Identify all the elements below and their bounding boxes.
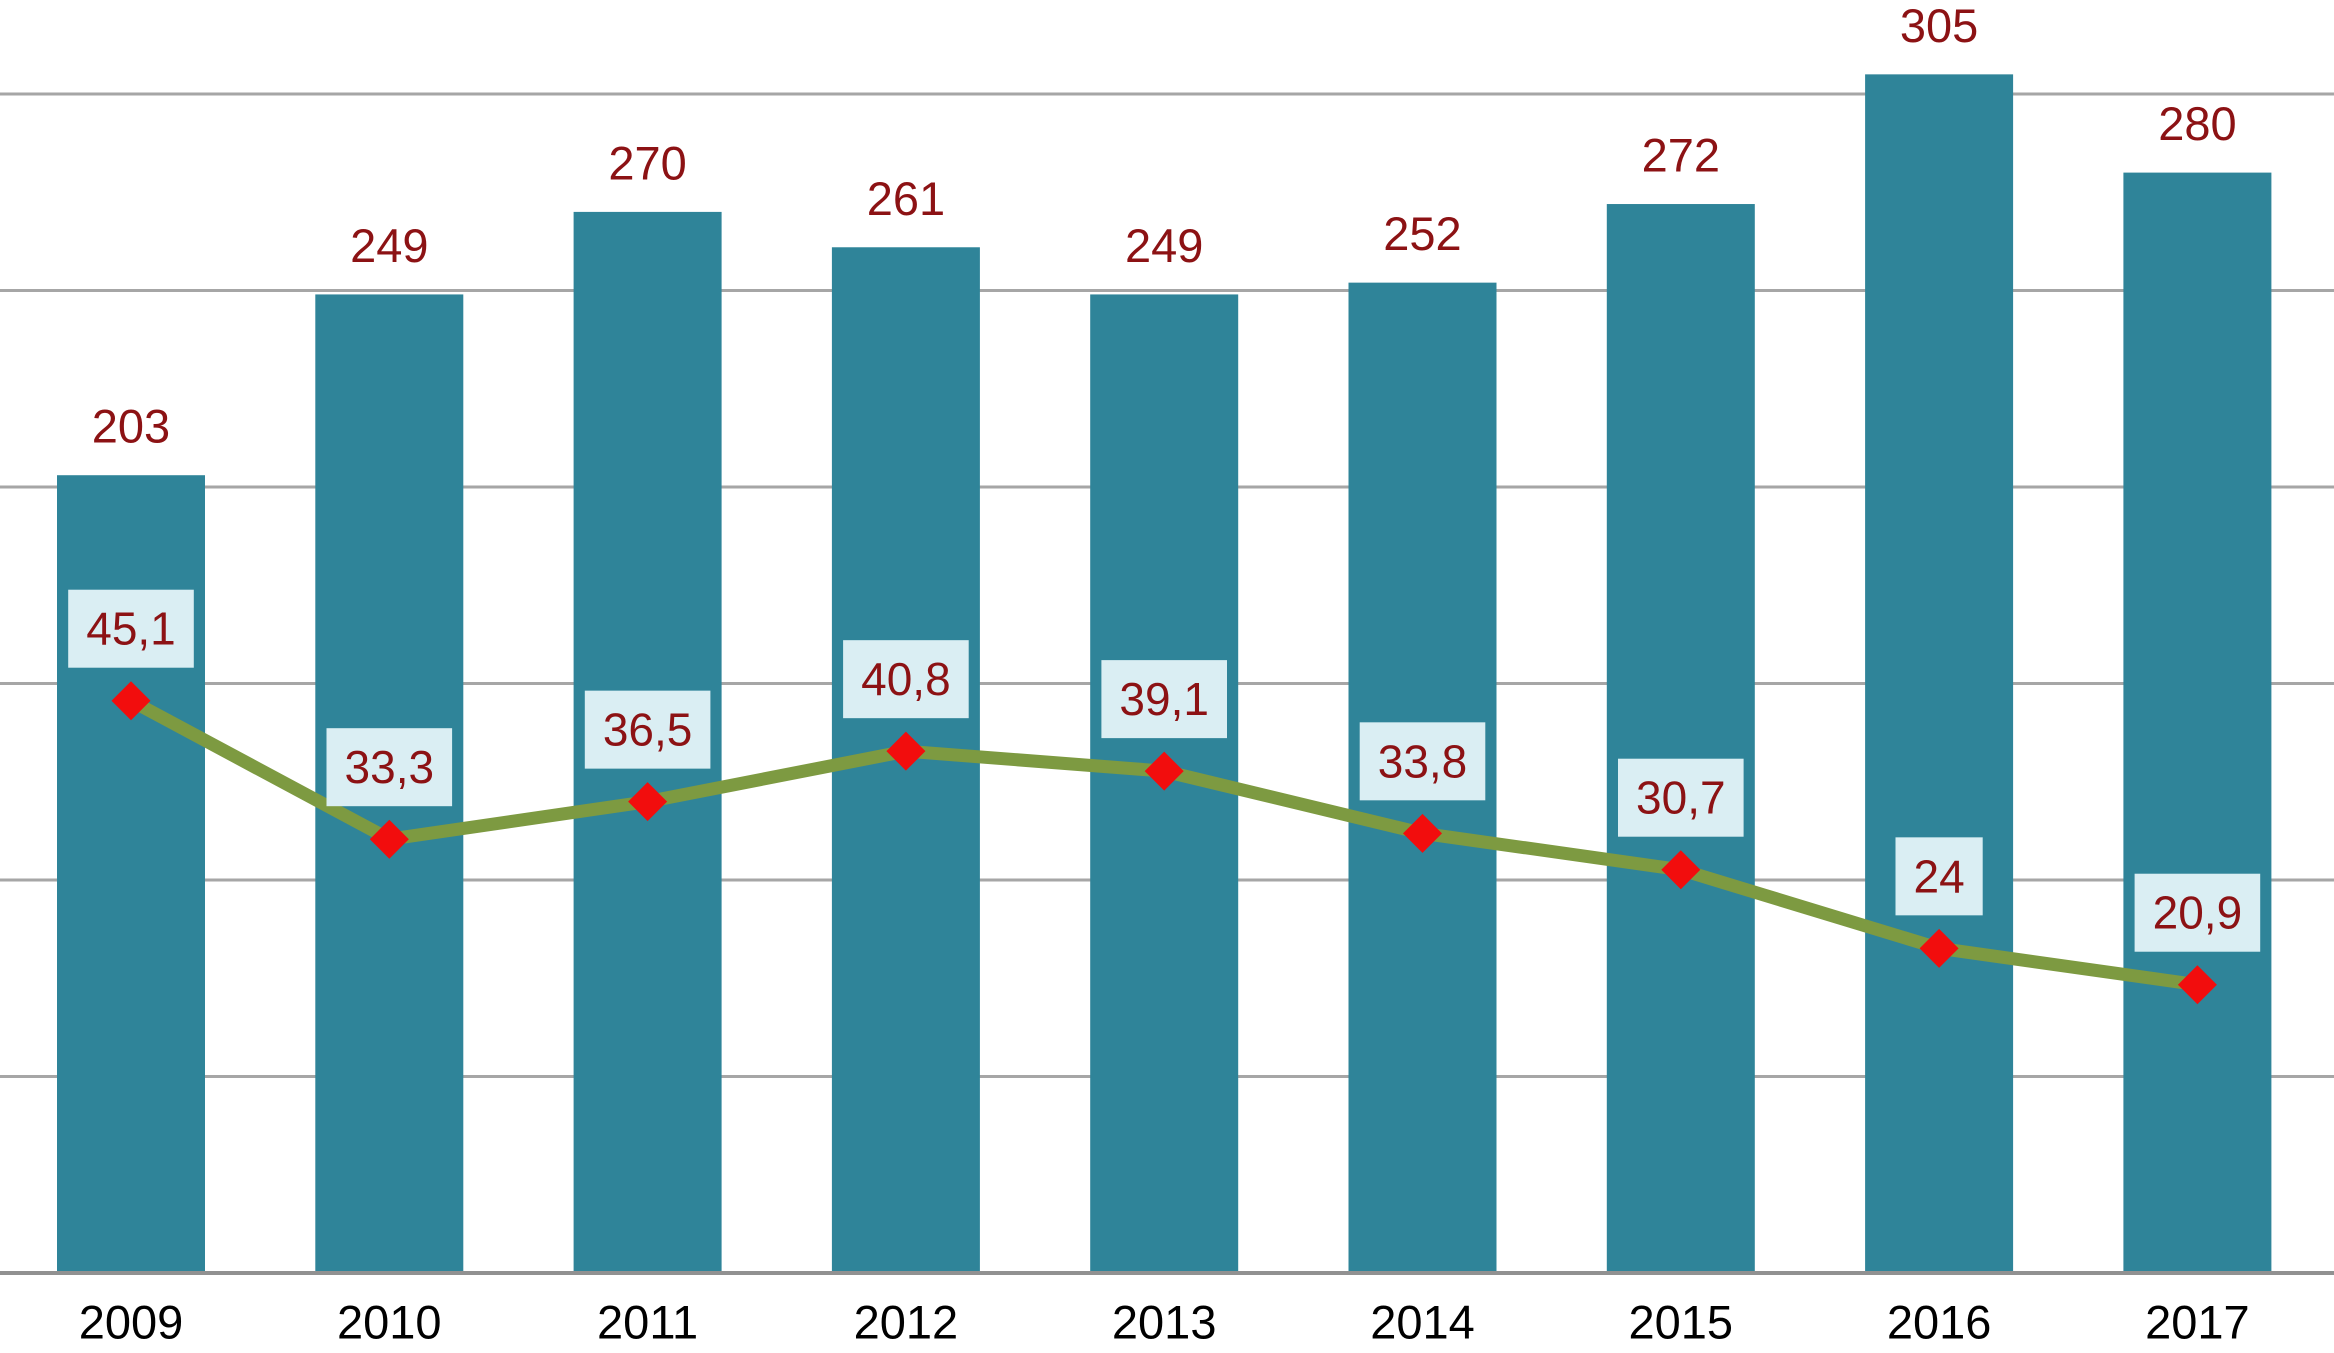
line-label-2009: 45,1	[86, 603, 176, 655]
x-tick-2012: 2012	[854, 1296, 959, 1349]
line-label-box-2010	[326, 728, 453, 807]
bar-2016	[1865, 74, 2014, 1274]
x-tick-2015: 2015	[1629, 1296, 1734, 1349]
line-label-2011: 36,5	[603, 704, 693, 756]
line-label-box-2014	[1359, 722, 1486, 801]
bar-label-2009: 203	[92, 400, 170, 453]
bar-2015	[1606, 204, 1755, 1273]
diamond-marker-2016	[1919, 928, 1959, 968]
line-label-2013: 39,1	[1119, 673, 1209, 725]
line-label-2016: 24	[1914, 850, 1965, 902]
x-tick-2017: 2017	[2145, 1296, 2250, 1349]
x-tick-2013: 2013	[1112, 1296, 1217, 1349]
bar-label-2012: 261	[867, 172, 945, 225]
line-label-2014: 33,8	[1378, 735, 1468, 787]
x-tick-2014: 2014	[1370, 1296, 1475, 1349]
bar-label-2011: 270	[608, 136, 686, 189]
line-label-2012: 40,8	[861, 653, 951, 705]
line-label-box-2009	[68, 589, 194, 668]
line-label-box-2011	[584, 690, 711, 769]
bar-label-2013: 249	[1125, 219, 1203, 272]
diamond-marker-2017	[2177, 965, 2217, 1005]
line-label-2015: 30,7	[1636, 772, 1726, 824]
diamond-marker-2010	[369, 819, 409, 859]
x-tick-2010: 2010	[337, 1296, 442, 1349]
line-label-box-2015	[1618, 758, 1744, 837]
diamond-marker-2011	[628, 782, 668, 822]
line-label-2010: 33,3	[345, 741, 435, 793]
line-label-box-2016	[1895, 837, 1983, 916]
x-tick-2016: 2016	[1887, 1296, 1992, 1349]
line-label-2017: 20,9	[2153, 887, 2243, 939]
bar-label-2017: 280	[2158, 97, 2236, 150]
bar-label-2015: 272	[1642, 129, 1720, 182]
bar-2017	[2123, 172, 2272, 1274]
line-label-box-2017	[2134, 873, 2261, 952]
line-label-box-2013	[1101, 660, 1227, 739]
x-tick-2011: 2011	[597, 1296, 698, 1349]
diamond-marker-2013	[1144, 751, 1184, 791]
bar-label-2010: 249	[350, 219, 428, 272]
x-tick-2009: 2009	[79, 1296, 184, 1349]
diamond-marker-2014	[1403, 813, 1442, 853]
diamond-marker-2012	[886, 731, 926, 771]
bar-label-2014: 252	[1383, 207, 1461, 260]
diamond-marker-2009	[111, 681, 151, 721]
diamond-marker-2015	[1661, 850, 1701, 890]
bar-label-2016: 305	[1900, 0, 1978, 52]
line-label-box-2012	[843, 640, 969, 719]
